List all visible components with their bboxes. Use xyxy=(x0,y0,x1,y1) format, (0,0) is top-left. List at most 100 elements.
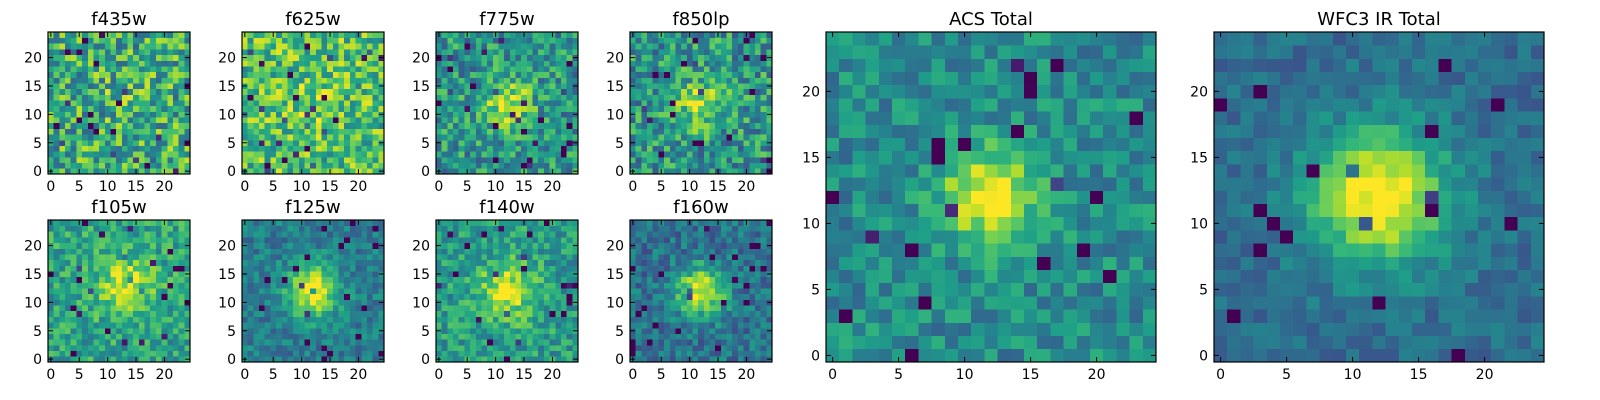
heatmap-cell xyxy=(635,322,642,329)
heatmap-cell xyxy=(155,100,162,107)
heatmap-cell xyxy=(378,254,385,261)
heatmap-cell xyxy=(167,254,174,261)
heatmap-cell xyxy=(121,339,128,346)
heatmap-cell xyxy=(647,117,654,124)
heatmap-cell xyxy=(675,145,682,152)
heatmap-cell xyxy=(293,282,300,289)
heatmap-cell xyxy=(270,60,277,67)
heatmap-cell xyxy=(259,310,266,317)
heatmap-cell xyxy=(743,293,750,300)
heatmap-cell xyxy=(53,128,60,135)
heatmap-cell xyxy=(470,88,477,95)
heatmap-cell xyxy=(161,94,168,101)
heatmap-cell xyxy=(127,122,134,129)
heatmap-cell xyxy=(652,66,659,73)
heatmap-cell xyxy=(87,83,94,90)
heatmap-cell xyxy=(543,316,550,323)
heatmap-cell xyxy=(264,220,271,227)
heatmap-cell xyxy=(652,145,659,152)
heatmap-cell xyxy=(487,299,494,306)
heatmap-cell xyxy=(464,60,471,67)
heatmap-cell xyxy=(566,339,573,346)
heatmap-cell xyxy=(184,145,191,152)
heatmap-cell xyxy=(492,322,499,329)
heatmap-cell xyxy=(332,43,339,50)
y-tick-label: 5 xyxy=(227,324,236,340)
heatmap-cell xyxy=(475,231,482,238)
heatmap-cell xyxy=(361,139,368,146)
heatmap-cell xyxy=(133,134,140,141)
heatmap-cell xyxy=(754,322,761,329)
heatmap-cell xyxy=(766,156,773,163)
heatmap-cell xyxy=(698,344,705,351)
heatmap-cell xyxy=(378,265,385,272)
heatmap-cell xyxy=(515,122,522,129)
heatmap-cell xyxy=(116,288,123,295)
heatmap-cell xyxy=(698,350,705,357)
heatmap-cell xyxy=(293,139,300,146)
heatmap-cell xyxy=(441,32,448,39)
heatmap-cell xyxy=(647,122,654,129)
heatmap-cell xyxy=(709,77,716,84)
heatmap-cell xyxy=(242,145,249,152)
heatmap-cell xyxy=(549,162,556,169)
heatmap-cell xyxy=(509,242,516,249)
heatmap-cell xyxy=(287,339,294,346)
heatmap-cell xyxy=(566,94,573,101)
heatmap-cell xyxy=(481,310,488,317)
heatmap-cell xyxy=(361,344,368,351)
heatmap-cell xyxy=(720,117,727,124)
heatmap-cell xyxy=(715,327,722,334)
heatmap-cell xyxy=(349,71,356,78)
heatmap-cell xyxy=(515,128,522,135)
heatmap-cell xyxy=(327,94,334,101)
heatmap-cell xyxy=(121,43,128,50)
heatmap-cell xyxy=(70,88,77,95)
heatmap-cell xyxy=(150,350,157,357)
heatmap-cell xyxy=(566,162,573,169)
heatmap-cell xyxy=(178,83,185,90)
heatmap-cell xyxy=(720,49,727,56)
heatmap-cell xyxy=(304,259,311,266)
heatmap-cell xyxy=(709,344,716,351)
heatmap-cell xyxy=(458,83,465,90)
heatmap-cell xyxy=(372,83,379,90)
heatmap-cell xyxy=(447,276,454,283)
heatmap-cell xyxy=(487,310,494,317)
heatmap-cell xyxy=(144,77,151,84)
heatmap-cell xyxy=(521,276,528,283)
heatmap-cell xyxy=(658,316,665,323)
heatmap-cell xyxy=(184,156,191,163)
heatmap-cell xyxy=(481,305,488,312)
heatmap-cells xyxy=(436,32,579,175)
heatmap-cell xyxy=(321,350,328,357)
heatmap-cell xyxy=(155,49,162,56)
heatmap-cell xyxy=(378,344,385,351)
heatmap-cell xyxy=(498,231,505,238)
heatmap-cell xyxy=(498,66,505,73)
heatmap-cell xyxy=(470,248,477,255)
heatmap-cell xyxy=(247,43,254,50)
heatmap-cell xyxy=(492,225,499,232)
heatmap-cell xyxy=(144,134,151,141)
heatmap-cell xyxy=(453,60,460,67)
heatmap-cell xyxy=(521,83,528,90)
heatmap-cell xyxy=(652,32,659,39)
heatmap-cell xyxy=(635,134,642,141)
heatmap-cell xyxy=(298,276,305,283)
heatmap-cell xyxy=(315,77,322,84)
heatmap-cell xyxy=(99,66,106,73)
heatmap-cell xyxy=(355,339,362,346)
heatmap-cell xyxy=(361,49,368,56)
heatmap-cell xyxy=(760,168,767,175)
heatmap-cell xyxy=(253,333,260,340)
heatmap-cell xyxy=(635,350,642,357)
heatmap-cell xyxy=(167,265,174,272)
heatmap-cell xyxy=(48,316,55,323)
heatmap-cell xyxy=(555,333,562,340)
heatmap-cell xyxy=(560,128,567,135)
heatmap-cell xyxy=(321,248,328,255)
heatmap-cell xyxy=(344,231,351,238)
heatmap-cell xyxy=(242,333,249,340)
heatmap-cell xyxy=(464,139,471,146)
